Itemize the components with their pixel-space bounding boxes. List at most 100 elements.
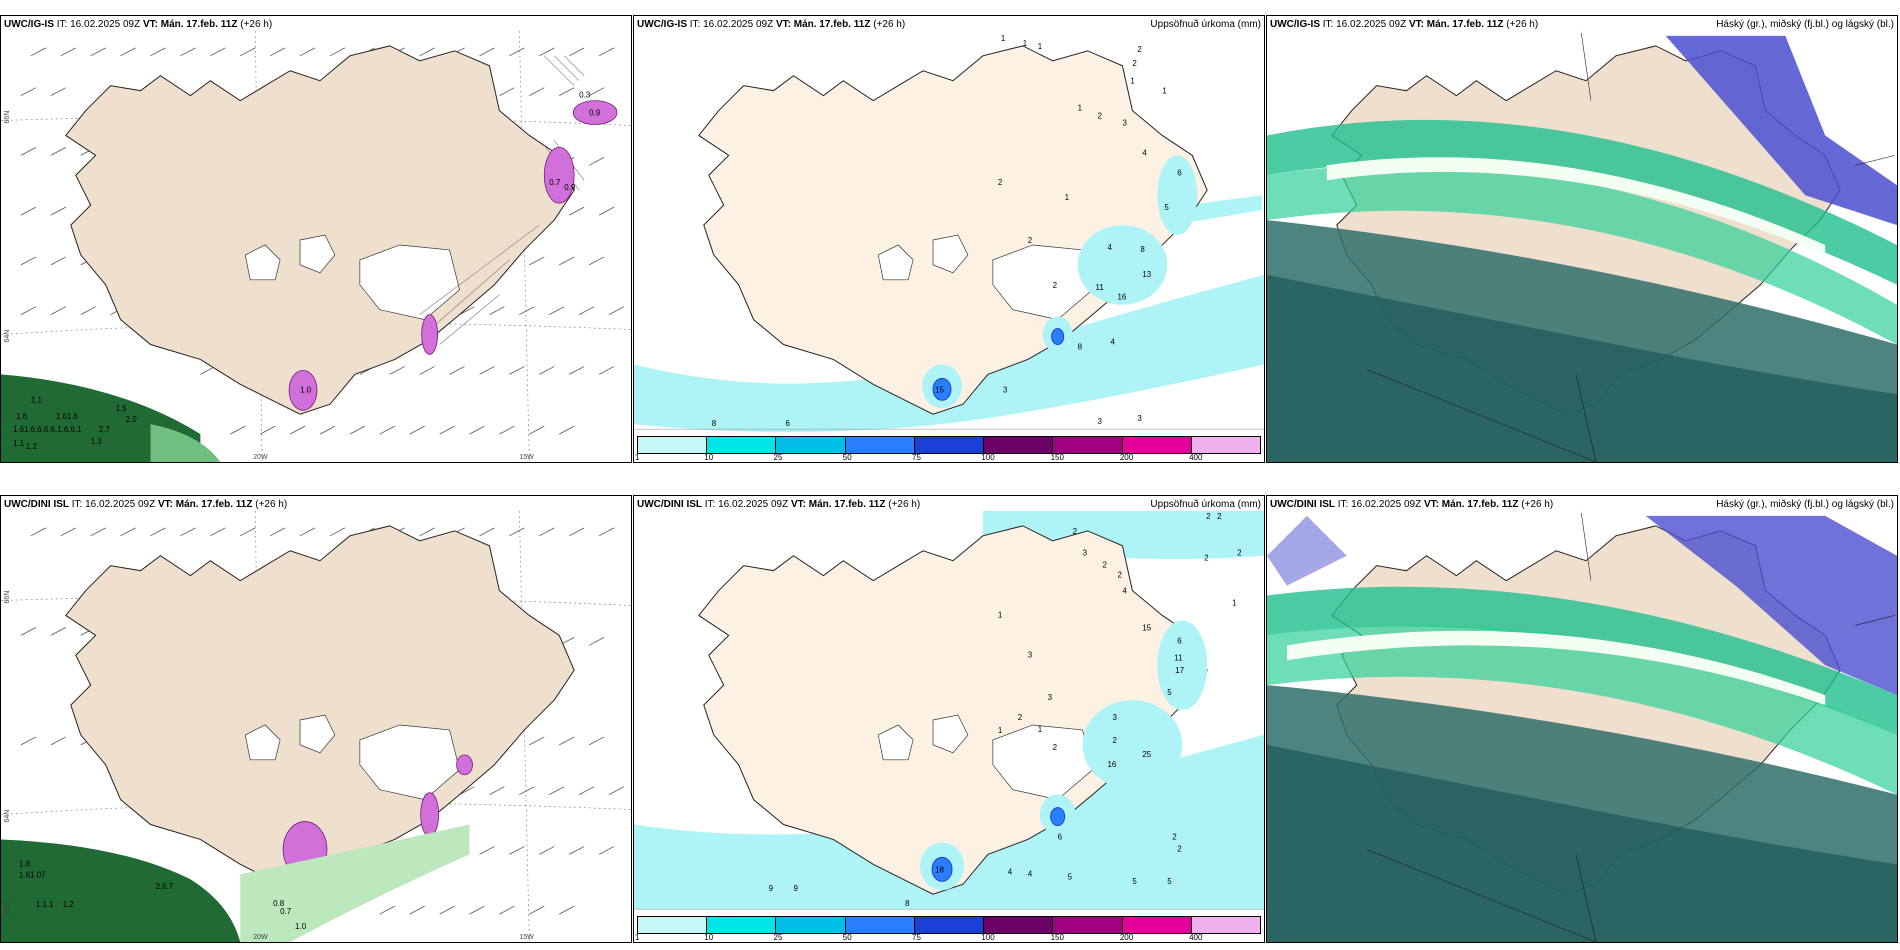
precip-value: 1.3	[91, 437, 103, 446]
high-cloud-green-band	[1267, 586, 1897, 735]
cloud-map[interactable]	[1267, 496, 1897, 942]
precip-value: 0.7	[280, 907, 292, 916]
legend-swatch	[984, 437, 1054, 453]
wind-map[interactable]: 1.1 1.6 1.5 1.61.6 2.0 1.61.6.6.6.6.1.6.…	[1, 16, 631, 462]
precip-value: 3	[1137, 414, 1142, 423]
precip-value: 1	[1038, 725, 1043, 734]
precip-value: 6	[1177, 168, 1182, 177]
legend-tick: 200	[1119, 453, 1134, 462]
panel-header: UWC/DINI ISL IT: 16.02.2025 09Z VT: Mán.…	[637, 499, 1261, 513]
green-precip-sea	[1, 824, 470, 942]
precip-value: 15	[1142, 623, 1151, 632]
precip-value: 8	[1140, 245, 1145, 254]
precip-max-blue	[932, 328, 1065, 401]
precip-value: 2	[1028, 236, 1033, 245]
precip-value: 6	[786, 419, 791, 428]
legend-tick: 25	[773, 933, 783, 942]
lead-time: (+26 h)	[888, 499, 921, 510]
panel-title: Háský (gr.), miðský (fj.bl.) og lágský (…	[1716, 19, 1894, 30]
precip-value: 2	[1098, 112, 1103, 121]
glaciers	[244, 234, 460, 321]
precip-value: 1.1.1	[36, 900, 54, 909]
precip-value: 1.61.07	[19, 870, 46, 879]
precip-value: 4	[1110, 338, 1115, 347]
precip-value: 15	[935, 385, 944, 394]
model-name: UWC/IG-IS	[1270, 19, 1320, 30]
precip-value: 2	[1204, 554, 1209, 563]
precip-value: 2.6.7	[156, 882, 174, 891]
precip-value: 2	[1018, 713, 1023, 722]
precip-value: 1	[998, 610, 1003, 619]
cloud-map[interactable]	[1267, 16, 1897, 462]
legend-swatch	[638, 917, 708, 933]
precip-value: 2	[1132, 59, 1137, 68]
precip-value: 2	[1073, 527, 1078, 536]
legend-swatch	[914, 437, 985, 453]
snow-intensity-magenta	[288, 100, 618, 411]
precip-value: 1.61.6	[56, 412, 79, 421]
precip-value: 1.2	[26, 442, 38, 451]
precip-value: 2	[1137, 45, 1142, 54]
legend-tick: 50	[842, 933, 852, 942]
wind-map[interactable]: 1.6 1.61.07 2.6.7 1.1.1 1.2 0.8 0.7 1.0 …	[1, 496, 631, 942]
precip-value: 0.3	[579, 91, 591, 100]
legend-swatch	[776, 437, 846, 453]
panel-clouds-dini: UWC/DINI ISL IT: 16.02.2025 09Z VT: Mán.…	[1266, 495, 1898, 943]
precip-value: 4	[1142, 148, 1147, 157]
valid-time: Mán. 17.feb. 11Z	[160, 19, 238, 30]
precip-value: 1.2	[63, 900, 75, 909]
glaciers	[877, 714, 1093, 801]
precip-value: 3	[1083, 549, 1088, 558]
green-precip-sea	[1, 374, 221, 462]
legend-swatch	[1122, 917, 1192, 933]
precip-map[interactable]: 2 2 2 3 2 2 2 4 2 1 1 3 15 6 11 17 3 5 2…	[634, 496, 1264, 942]
precip-value: 1.0	[300, 385, 312, 394]
precip-value: 11	[1096, 283, 1105, 292]
precip-sea-band	[634, 274, 1264, 433]
valid-time: Mán. 17.feb. 11Z	[175, 499, 253, 510]
legend-swatch	[984, 917, 1054, 933]
precip-value: 4	[1008, 867, 1013, 876]
legend-swatch	[914, 917, 985, 933]
precip-value: 18	[935, 865, 944, 874]
issue-time: 16.02.2025 09Z	[85, 499, 156, 510]
precip-value: 2	[1053, 743, 1058, 752]
precip-value: 1	[1162, 87, 1167, 96]
precip-value: 17	[1175, 666, 1184, 675]
precip-value: 1	[1001, 34, 1006, 43]
legend-tick: 400	[1189, 453, 1203, 462]
precip-value: 1.1	[31, 395, 43, 404]
precip-map[interactable]: 1 1 1 2 2 1 1 1 2 3 4 6 5 2 1 2 4 8 13 1…	[634, 16, 1264, 462]
valid-time: Mán. 17.feb. 11Z	[808, 499, 886, 510]
lat-label-66n: 66N	[4, 111, 11, 124]
legend-swatch	[845, 917, 915, 933]
panel-header: UWC/DINI ISL IT: 16.02.2025 09Z VT: Mán.…	[1270, 499, 1894, 513]
model-name: UWC/IG-IS	[4, 19, 54, 30]
lon-label-20w: 20W	[253, 934, 268, 941]
precip-value: 1	[1078, 104, 1083, 113]
precip-value: 3	[1048, 693, 1053, 702]
panel-wind-dini: UWC/DINI ISL IT: 16.02.2025 09Z VT: Mán.…	[0, 495, 632, 943]
lead-time: (+26 h)	[240, 19, 273, 30]
model-name: UWC/DINI ISL	[4, 499, 69, 510]
legend-swatch	[845, 437, 915, 453]
precip-value: 3	[1098, 417, 1103, 426]
precip-value: 5	[1132, 877, 1137, 886]
panel-header: UWC/IG-IS IT: 16.02.2025 09Z VT: Mán. 17…	[4, 19, 273, 30]
precip-value: 2	[1103, 561, 1108, 570]
precip-value: 2	[1206, 512, 1211, 521]
precip-value: 5	[1167, 877, 1172, 886]
legend-swatches	[637, 916, 1261, 934]
legend-tick: 400	[1189, 933, 1203, 942]
panel-title: Uppsöfnuð úrkoma (mm)	[1150, 19, 1261, 30]
precip-value: 5	[1164, 203, 1169, 212]
legend-tick: 200	[1119, 933, 1134, 942]
legend-tick: 100	[981, 453, 995, 462]
panel-header: UWC/DINI ISL IT: 16.02.2025 09Z VT: Mán.…	[4, 499, 288, 510]
precip-value: 4	[1107, 243, 1112, 252]
precip-value: 3	[1003, 385, 1008, 394]
precip-value: 2	[1053, 281, 1058, 290]
iceland-land	[65, 525, 575, 895]
precip-value: 5	[1068, 872, 1073, 881]
panel-header: UWC/IG-IS IT: 16.02.2025 09Z VT: Mán. 17…	[1270, 19, 1894, 33]
